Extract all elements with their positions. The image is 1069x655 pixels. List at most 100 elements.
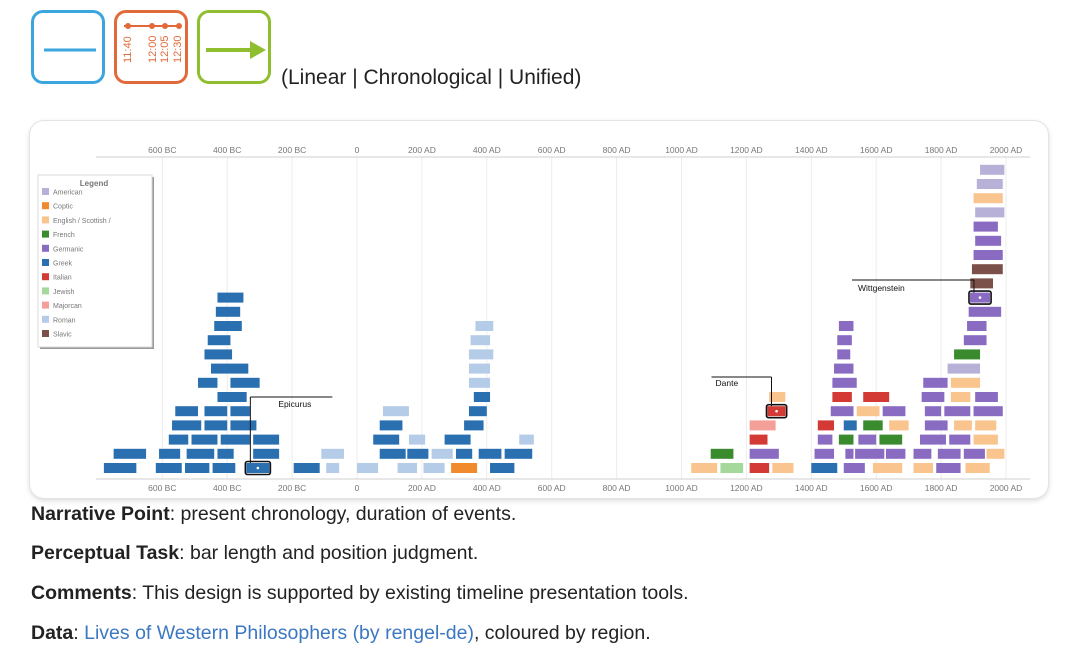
life-bar[interactable]: [872, 463, 903, 473]
life-bar[interactable]: [944, 406, 971, 417]
life-bar[interactable]: [217, 292, 244, 303]
life-bar[interactable]: [832, 377, 857, 388]
life-bar[interactable]: [749, 463, 770, 473]
life-bar[interactable]: [772, 463, 794, 473]
life-bar[interactable]: [879, 434, 903, 445]
life-bar[interactable]: [407, 448, 429, 459]
life-bar[interactable]: [845, 448, 854, 459]
life-bar[interactable]: [293, 463, 320, 473]
life-bar[interactable]: [451, 463, 478, 473]
life-bar[interactable]: [207, 335, 231, 346]
life-bar[interactable]: [837, 335, 852, 346]
life-bar[interactable]: [431, 448, 453, 459]
life-bar[interactable]: [230, 377, 260, 388]
life-bar[interactable]: [373, 434, 400, 445]
life-bar[interactable]: [920, 434, 946, 445]
life-bar[interactable]: [185, 463, 210, 473]
life-bar[interactable]: [408, 434, 426, 445]
life-bar[interactable]: [811, 463, 838, 473]
life-bar[interactable]: [950, 377, 981, 388]
life-bar[interactable]: [468, 377, 491, 388]
life-bar[interactable]: [423, 463, 445, 473]
life-bar[interactable]: [830, 406, 854, 417]
life-bar[interactable]: [963, 448, 985, 459]
life-bar[interactable]: [475, 321, 494, 331]
life-bar[interactable]: [936, 463, 961, 473]
life-bar[interactable]: [947, 363, 981, 374]
life-bar[interactable]: [986, 448, 1005, 459]
life-bar[interactable]: [172, 420, 202, 431]
life-bar[interactable]: [382, 406, 409, 417]
life-bar[interactable]: [937, 448, 961, 459]
life-bar[interactable]: [973, 193, 1003, 204]
life-bar[interactable]: [858, 434, 877, 445]
life-bar[interactable]: [175, 406, 198, 417]
life-bar[interactable]: [217, 448, 234, 459]
life-bar[interactable]: [954, 420, 972, 431]
life-bar[interactable]: [817, 434, 833, 445]
life-bar[interactable]: [379, 448, 406, 459]
life-bar[interactable]: [103, 463, 137, 473]
life-bar[interactable]: [490, 463, 515, 473]
life-bar[interactable]: [749, 448, 779, 459]
life-bar[interactable]: [950, 392, 971, 402]
life-bar[interactable]: [924, 420, 948, 431]
life-bar[interactable]: [204, 406, 228, 417]
life-bar[interactable]: [478, 448, 502, 459]
life-bar[interactable]: [975, 392, 998, 402]
life-bar[interactable]: [197, 377, 218, 388]
life-bar[interactable]: [710, 448, 734, 459]
life-bar[interactable]: [468, 406, 487, 417]
life-bar[interactable]: [468, 349, 494, 360]
life-bar[interactable]: [379, 420, 403, 431]
life-bar[interactable]: [949, 434, 971, 445]
life-bar[interactable]: [832, 392, 852, 402]
life-bar[interactable]: [504, 448, 533, 459]
life-bar[interactable]: [397, 463, 418, 473]
life-bar[interactable]: [970, 278, 994, 289]
life-bar[interactable]: [217, 392, 247, 402]
life-bar[interactable]: [720, 463, 744, 473]
life-bar[interactable]: [769, 392, 786, 402]
life-bar[interactable]: [473, 392, 491, 402]
life-bar[interactable]: [834, 363, 854, 374]
life-bar[interactable]: [973, 406, 1003, 417]
life-bar[interactable]: [321, 448, 345, 459]
life-bar[interactable]: [691, 463, 718, 473]
life-bar[interactable]: [921, 392, 945, 402]
life-bar[interactable]: [468, 363, 491, 374]
data-source-link[interactable]: Lives of Western Philosophers (by rengel…: [84, 622, 474, 644]
life-bar[interactable]: [973, 250, 1003, 260]
life-bar[interactable]: [913, 448, 932, 459]
life-bar[interactable]: [963, 335, 987, 346]
life-bar[interactable]: [971, 264, 1003, 275]
life-bar[interactable]: [838, 321, 854, 331]
life-bar[interactable]: [967, 321, 987, 331]
life-bar[interactable]: [837, 349, 851, 360]
life-bar[interactable]: [838, 434, 854, 445]
life-bar[interactable]: [975, 235, 1002, 246]
life-bar[interactable]: [155, 463, 182, 473]
life-bar[interactable]: [444, 434, 471, 445]
life-bar[interactable]: [230, 420, 257, 431]
life-bar[interactable]: [749, 434, 768, 445]
life-bar[interactable]: [749, 420, 776, 431]
life-bar[interactable]: [817, 420, 835, 431]
life-bar[interactable]: [357, 463, 379, 473]
life-bar[interactable]: [965, 463, 990, 473]
life-bar[interactable]: [975, 420, 997, 431]
life-bar[interactable]: [214, 321, 242, 331]
life-bar[interactable]: [215, 306, 241, 317]
life-bar[interactable]: [923, 377, 948, 388]
life-bar[interactable]: [863, 420, 883, 431]
life-bar[interactable]: [980, 164, 1005, 175]
life-bar[interactable]: [968, 306, 1002, 317]
life-bar[interactable]: [204, 420, 228, 431]
life-bar[interactable]: [976, 179, 1003, 189]
life-bar[interactable]: [973, 221, 998, 232]
life-bar[interactable]: [212, 463, 236, 473]
life-bar[interactable]: [191, 434, 218, 445]
life-bar[interactable]: [954, 349, 981, 360]
life-bar[interactable]: [253, 434, 280, 445]
life-bar[interactable]: [168, 434, 189, 445]
